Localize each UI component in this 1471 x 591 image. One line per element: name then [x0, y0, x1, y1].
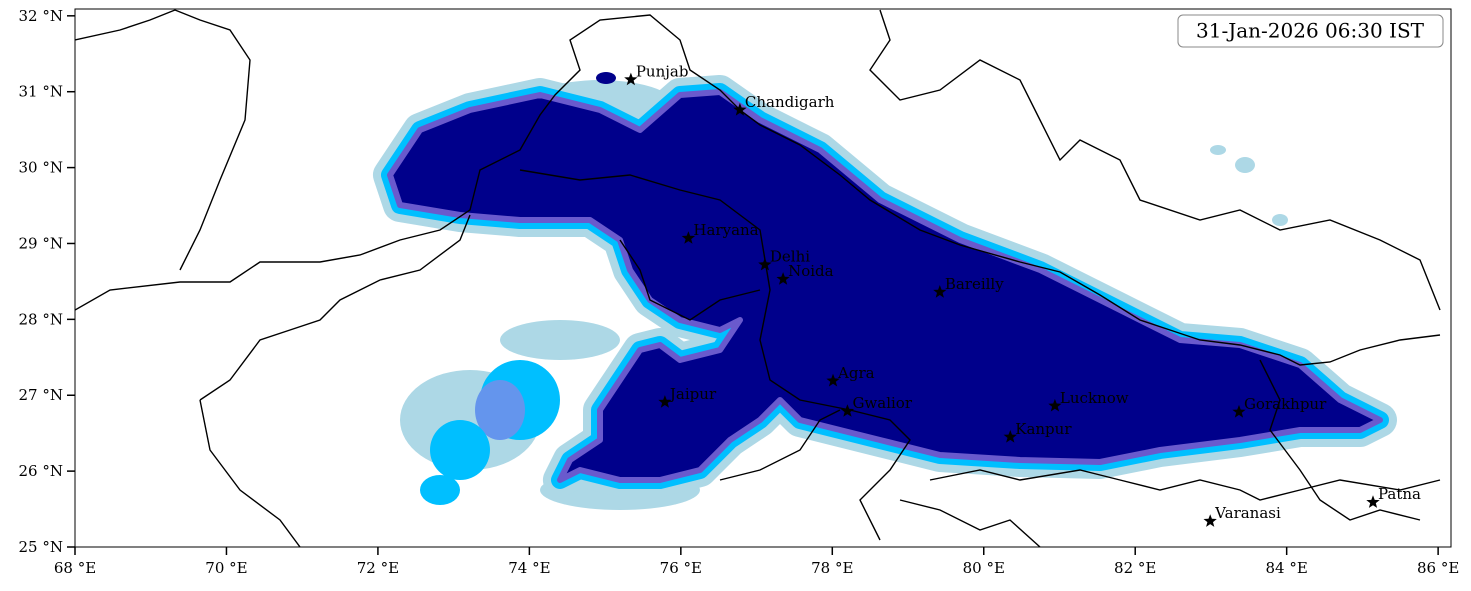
city-label: Punjab — [636, 63, 689, 81]
x-tick-label: 74 °E — [508, 559, 550, 577]
x-tick-label: 72 °E — [357, 559, 399, 577]
x-tick-label: 76 °E — [660, 559, 702, 577]
x-tick-label: 70 °E — [205, 559, 247, 577]
y-tick-label: 27 °N — [19, 386, 63, 404]
city-marker — [826, 373, 840, 387]
x-tick-label: 84 °E — [1266, 559, 1308, 577]
city-label: Lucknow — [1060, 389, 1129, 407]
y-tick-label: 28 °N — [19, 310, 63, 328]
borders — [75, 9, 1441, 547]
x-tick-label: 80 °E — [963, 559, 1005, 577]
y-tick-label: 32 °N — [19, 7, 63, 25]
city-label: Bareilly — [945, 275, 1004, 293]
city-marker — [1366, 495, 1380, 508]
map-title: 31-Jan-2026 06:30 IST — [1196, 19, 1425, 43]
city-label: Gwalior — [852, 394, 912, 412]
city-label: Delhi — [770, 248, 810, 266]
city-label: Patna — [1378, 485, 1421, 503]
city-label: Haryana — [693, 221, 758, 239]
city-label: Kanpur — [1015, 420, 1072, 438]
precip-field — [75, 9, 1441, 547]
city-marker — [1003, 430, 1017, 443]
city-marker — [681, 231, 696, 244]
y-tick-label: 30 °N — [19, 159, 63, 177]
city-marker — [840, 404, 855, 417]
y-tick-label: 25 °N — [19, 538, 63, 556]
title-box — [1177, 14, 1444, 48]
city-label: Agra — [837, 364, 875, 382]
y-tick-label: 31 °N — [19, 83, 63, 101]
city-marker — [624, 72, 638, 86]
city-marker — [658, 395, 672, 408]
city-marker — [1048, 398, 1062, 412]
city-marker — [776, 272, 790, 285]
city-marker — [1232, 404, 1246, 418]
map-frame — [74, 8, 1452, 548]
x-tick-label: 82 °E — [1114, 559, 1156, 577]
precip-core — [387, 89, 1383, 483]
city-label: Chandigarh — [745, 93, 835, 111]
city-label: Jaipur — [668, 385, 717, 403]
city-label: Noida — [788, 262, 834, 280]
x-tick-label: 68 °E — [54, 559, 96, 577]
city-marker — [733, 102, 747, 116]
x-tick-label: 86 °E — [1417, 559, 1459, 577]
city-marker — [1203, 514, 1217, 527]
x-tick-label: 78 °E — [811, 559, 853, 577]
y-tick-label: 29 °N — [19, 234, 63, 252]
y-tick-label: 26 °N — [19, 462, 63, 480]
city-label: Varanasi — [1214, 504, 1281, 522]
city-marker — [758, 257, 772, 271]
city-label: Gorakhpur — [1244, 395, 1327, 413]
city-marker — [933, 285, 947, 298]
